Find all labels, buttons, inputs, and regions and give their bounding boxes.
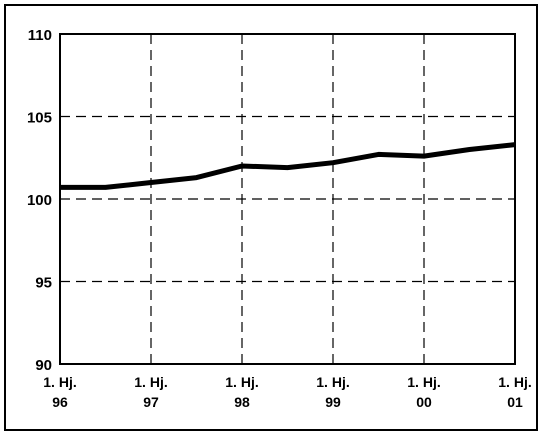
grid — [60, 34, 515, 364]
x-tick-label: 01 — [507, 394, 523, 410]
plot-area — [59, 33, 516, 365]
x-tick-label: 97 — [143, 394, 159, 410]
y-tick-label: 95 — [35, 275, 52, 292]
x-tick-label: 00 — [416, 394, 432, 410]
x-tick-label: 1. Hj. — [316, 374, 349, 390]
y-tick-label: 90 — [35, 357, 52, 374]
y-tick-label: 110 — [28, 27, 52, 44]
series-layer — [60, 142, 516, 190]
x-tick-label: 98 — [234, 394, 250, 410]
x-tick-label: 1. Hj. — [407, 374, 440, 390]
y-tick-label: 105 — [27, 110, 52, 127]
chart-frame — [4, 4, 538, 431]
x-tick-label: 1. Hj. — [498, 374, 531, 390]
x-tick-label: 96 — [52, 394, 68, 410]
x-tick-label: 1. Hj. — [134, 374, 167, 390]
y-axis-ticks: 90 95 100 105 110 — [27, 27, 52, 374]
x-tick-label: 1. Hj. — [43, 374, 76, 390]
x-tick-label: 1. Hj. — [225, 374, 258, 390]
x-axis-ticks: 1. Hj. 96 1. Hj. 97 1. Hj. 98 1. Hj. 99 1. Hj. 00… — [43, 374, 531, 410]
x-tick-label: 99 — [325, 394, 341, 410]
series-line — [60, 142, 516, 190]
y-tick-label: 100 — [27, 192, 52, 209]
